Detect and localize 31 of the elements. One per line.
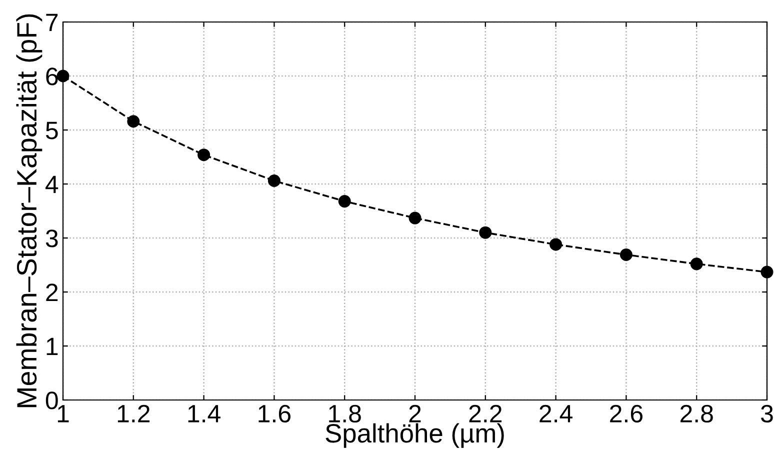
point bbox=[127, 115, 140, 128]
point bbox=[338, 195, 351, 208]
point bbox=[690, 258, 703, 270]
x-tick-label: 2 bbox=[409, 404, 421, 422]
y-tick-label: 1 bbox=[46, 338, 58, 356]
y-tick-label: 0 bbox=[46, 392, 58, 410]
x-tick-label: 3 bbox=[761, 404, 773, 423]
y-tick-label: 3 bbox=[46, 230, 58, 248]
x-tick-label: 2.8 bbox=[680, 404, 713, 423]
x-tick-label: 2.6 bbox=[610, 404, 642, 423]
y-tick-label: 5 bbox=[46, 122, 58, 140]
x-tick-label: 1 bbox=[58, 405, 69, 422]
x-tick-label: 1.6 bbox=[258, 404, 290, 423]
y-axis-title: Membran–Stator–Kapazität (pF) bbox=[16, 14, 42, 408]
point bbox=[198, 148, 210, 162]
x-tick-label: 2.4 bbox=[540, 404, 572, 422]
x-tick-label: 1.4 bbox=[188, 405, 220, 422]
y-tick-label: 4 bbox=[46, 176, 58, 194]
y-tick-label: 7 bbox=[46, 14, 58, 32]
point bbox=[620, 248, 632, 261]
point bbox=[268, 174, 280, 188]
y-tick-label: 2 bbox=[46, 284, 58, 302]
point bbox=[479, 226, 492, 239]
x-tick-label: 1.8 bbox=[329, 404, 361, 423]
y-tick-label: 6 bbox=[46, 68, 58, 86]
x-axis-title: Spalthöhe (µm) bbox=[326, 423, 504, 448]
point bbox=[760, 266, 774, 278]
point bbox=[550, 238, 562, 251]
x-tick-label: 1.2 bbox=[118, 404, 150, 422]
point bbox=[408, 212, 422, 224]
x-tick-label: 2.2 bbox=[469, 404, 502, 422]
